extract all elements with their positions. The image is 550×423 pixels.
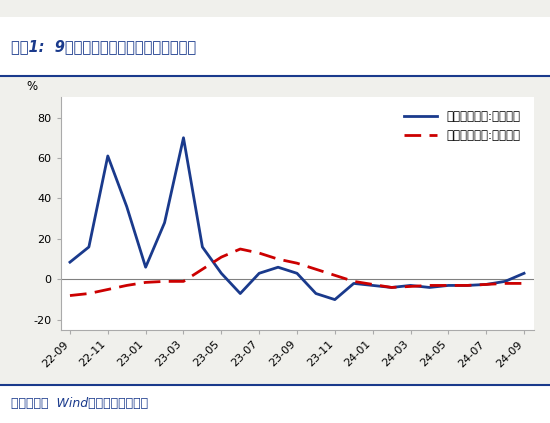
公共财政收入:累计同比 — [483, 282, 490, 287]
公共财政收入:当月同比 — [426, 285, 433, 290]
公共财政收入:当月同比 — [180, 135, 187, 140]
公共财政收入:累计同比 — [407, 284, 414, 289]
公共财政收入:当月同比 — [275, 265, 282, 270]
公共财政收入:累计同比 — [521, 281, 527, 286]
公共财政收入:当月同比 — [388, 285, 395, 290]
公共财政收入:累计同比 — [312, 267, 319, 272]
公共财政收入:当月同比 — [104, 154, 111, 159]
公共财政收入:累计同比 — [180, 279, 187, 284]
公共财政收入:当月同比 — [218, 271, 224, 276]
公共财政收入:当月同比 — [161, 220, 168, 225]
公共财政收入:累计同比 — [332, 273, 338, 278]
公共财政收入:累计同比 — [426, 283, 433, 288]
公共财政收入:当月同比 — [483, 282, 490, 287]
公共财政收入:累计同比 — [294, 261, 300, 266]
公共财政收入:当月同比 — [256, 271, 262, 276]
公共财政收入:累计同比 — [350, 279, 357, 284]
公共财政收入:当月同比 — [464, 283, 471, 288]
公共财政收入:累计同比 — [256, 250, 262, 255]
公共财政收入:累计同比 — [123, 283, 130, 288]
公共财政收入:当月同比 — [521, 271, 527, 276]
公共财政收入:当月同比 — [294, 271, 300, 276]
Y-axis label: %: % — [26, 80, 38, 93]
Text: 图表1:  9月一般公共财政收入同比降幅收窄: 图表1: 9月一般公共财政收入同比降幅收窄 — [11, 39, 196, 54]
公共财政收入:累计同比 — [370, 282, 376, 287]
公共财政收入:累计同比 — [67, 293, 73, 298]
公共财政收入:当月同比 — [407, 283, 414, 288]
Line: 公共财政收入:累计同比: 公共财政收入:累计同比 — [70, 249, 524, 296]
公共财政收入:累计同比 — [445, 283, 452, 288]
公共财政收入:累计同比 — [104, 287, 111, 292]
Text: 资料来源：  Wind，国盛证券研究所: 资料来源： Wind，国盛证券研究所 — [11, 398, 148, 410]
Legend: 公共财政收入:当月同比, 公共财政收入:累计同比: 公共财政收入:当月同比, 公共财政收入:累计同比 — [397, 103, 527, 149]
公共财政收入:累计同比 — [199, 267, 206, 272]
公共财政收入:当月同比 — [199, 244, 206, 250]
公共财政收入:累计同比 — [142, 280, 149, 285]
公共财政收入:当月同比 — [312, 291, 319, 296]
公共财政收入:当月同比 — [502, 279, 508, 284]
公共财政收入:当月同比 — [332, 297, 338, 302]
公共财政收入:累计同比 — [86, 291, 92, 296]
公共财政收入:当月同比 — [123, 204, 130, 209]
公共财政收入:累计同比 — [275, 257, 282, 262]
Line: 公共财政收入:当月同比: 公共财政收入:当月同比 — [70, 138, 524, 299]
公共财政收入:当月同比 — [370, 283, 376, 288]
公共财政收入:累计同比 — [388, 285, 395, 290]
公共财政收入:累计同比 — [464, 283, 471, 288]
公共财政收入:当月同比 — [237, 291, 244, 296]
公共财政收入:当月同比 — [142, 265, 149, 270]
公共财政收入:当月同比 — [445, 283, 452, 288]
公共财政收入:累计同比 — [218, 255, 224, 260]
公共财政收入:当月同比 — [67, 260, 73, 265]
公共财政收入:累计同比 — [237, 247, 244, 252]
公共财政收入:当月同比 — [86, 244, 92, 250]
公共财政收入:累计同比 — [502, 281, 508, 286]
公共财政收入:累计同比 — [161, 279, 168, 284]
公共财政收入:当月同比 — [350, 281, 357, 286]
